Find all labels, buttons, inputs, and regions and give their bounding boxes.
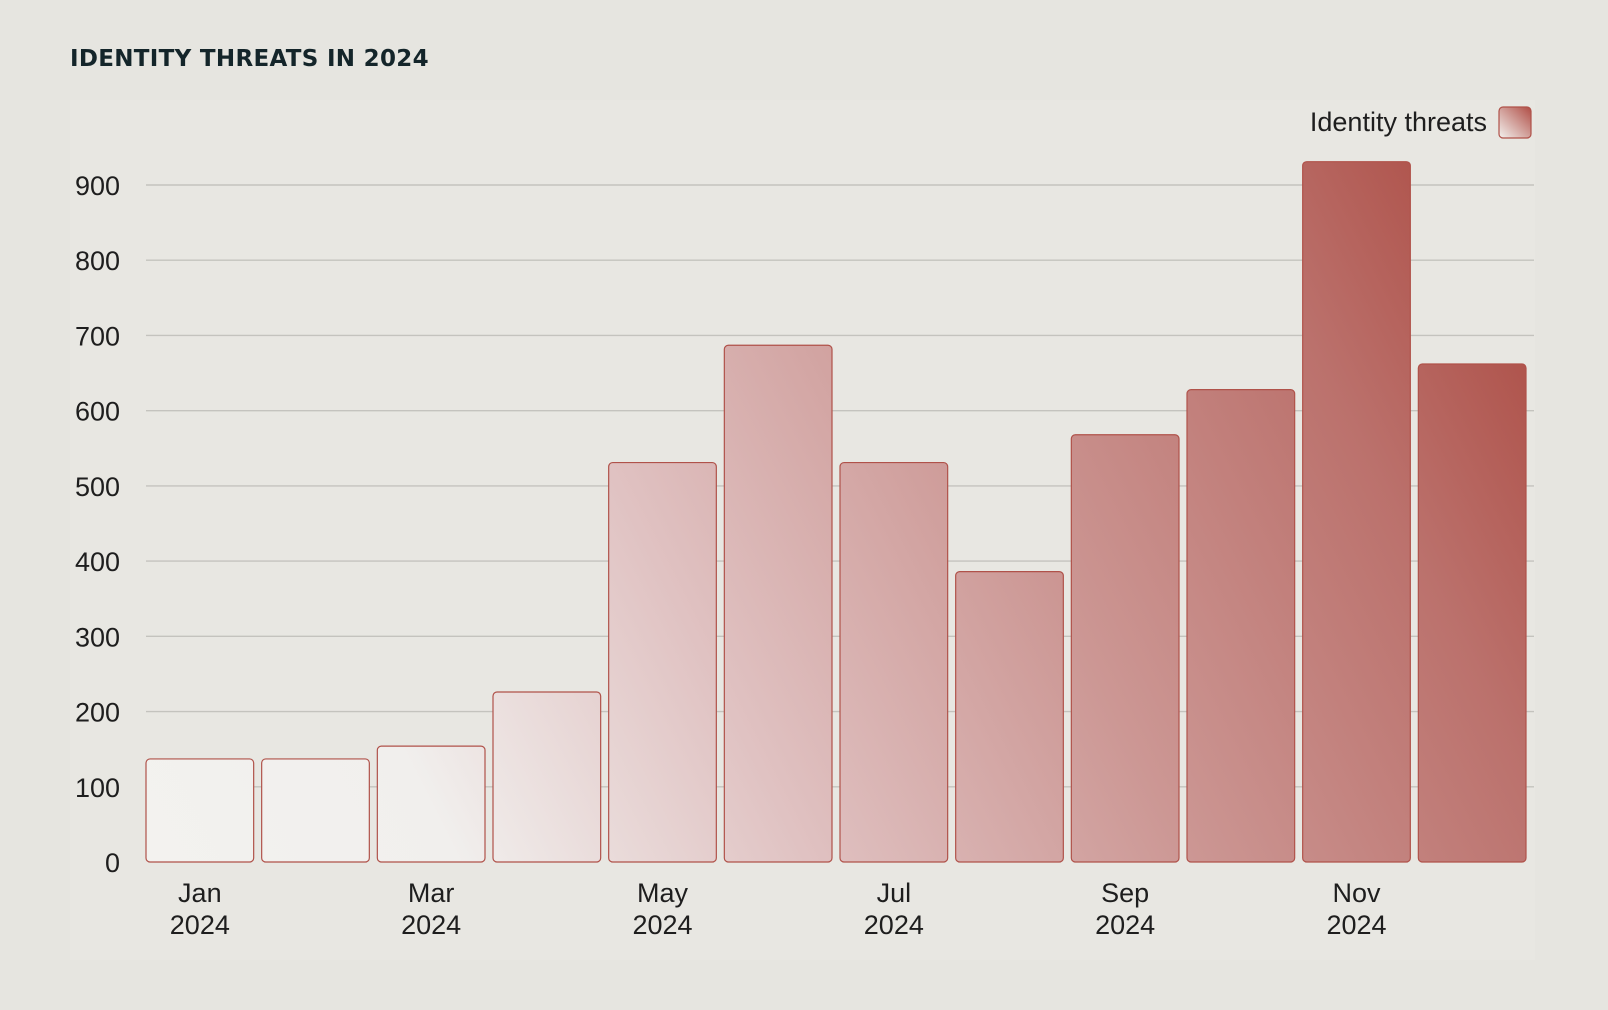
y-tick-label: 100 [75,773,120,803]
bar-mar-2024[interactable] [376,745,486,863]
x-tick-year: 2024 [632,910,692,940]
legend-swatch [1498,106,1532,139]
x-tick-year: 2024 [170,910,230,940]
x-tick-month: Mar [408,878,455,908]
y-tick-label: 600 [75,397,120,427]
bar-aug-2024[interactable] [955,571,1064,863]
y-tick-label: 200 [75,698,120,728]
bar-feb-2024[interactable] [261,758,370,863]
bar-dec-2024[interactable] [1417,363,1527,863]
legend: Identity threats [1310,106,1532,139]
chart-title: IDENTITY THREATS IN 2024 [70,46,429,72]
x-tick-month: Nov [1332,878,1381,908]
x-tick-month: May [637,878,689,908]
y-tick-label: 0 [105,848,120,878]
y-tick-label: 500 [75,472,120,502]
y-tick-label: 700 [75,321,120,351]
bar-apr-2024[interactable] [492,691,602,863]
x-tick-month: Jul [877,878,912,908]
bar-nov-2024[interactable] [1302,161,1411,863]
y-tick-label: 800 [75,246,120,276]
bar-may-2024[interactable] [608,461,717,863]
y-tick-label: 900 [75,171,120,201]
bar-sep-2024[interactable] [1070,434,1180,863]
legend-label: Identity threats [1310,107,1487,137]
bar-oct-2024[interactable] [1186,389,1296,863]
y-tick-label: 300 [75,622,120,652]
bar-jan-2024[interactable] [145,758,255,863]
y-tick-label: 400 [75,547,120,577]
x-tick-year: 2024 [864,910,924,940]
x-tick-year: 2024 [1326,910,1386,940]
x-tick-year: 2024 [401,910,461,940]
bar-jul-2024[interactable] [839,461,949,863]
x-tick-month: Sep [1101,878,1149,908]
x-tick-month: Jan [178,878,222,908]
bar-jun-2024[interactable] [723,344,833,863]
x-tick-year: 2024 [1095,910,1155,940]
